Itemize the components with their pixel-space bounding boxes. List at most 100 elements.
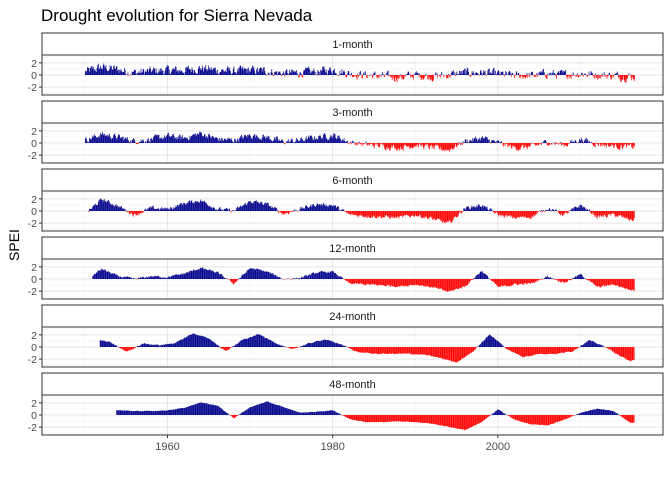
spei-bar xyxy=(516,415,517,421)
spei-bar xyxy=(116,345,118,347)
y-tick-label: 2 xyxy=(31,398,37,410)
spei-bar xyxy=(393,211,394,217)
spei-bar xyxy=(433,75,434,81)
spei-bar xyxy=(305,67,306,75)
spei-bar xyxy=(389,415,391,422)
spei-bar xyxy=(629,143,631,144)
spei-bar xyxy=(196,134,198,143)
spei-bar xyxy=(581,72,582,75)
spei-bar xyxy=(493,211,495,213)
spei-bar xyxy=(501,279,502,286)
spei-bar xyxy=(307,138,308,143)
spei-bar xyxy=(320,70,322,75)
spei-bar xyxy=(303,71,304,75)
spei-bar xyxy=(524,279,526,284)
spei-bar xyxy=(264,338,266,347)
spei-bar xyxy=(396,75,398,83)
spei-bar xyxy=(566,75,568,80)
spei-bar xyxy=(95,205,97,211)
spei-bar xyxy=(548,72,550,75)
spei-bar xyxy=(407,211,409,216)
spei-bar xyxy=(171,136,173,143)
spei-bar xyxy=(294,142,296,143)
spei-bar xyxy=(348,415,350,419)
spei-bar xyxy=(451,143,452,149)
spei-bar xyxy=(592,143,594,146)
spei-bar xyxy=(106,71,108,75)
spei-bar xyxy=(227,413,228,415)
spei-bar xyxy=(441,347,442,359)
spei-bar xyxy=(458,347,460,362)
spei-bar xyxy=(528,143,529,147)
spei-bar xyxy=(187,139,189,143)
spei-bar xyxy=(291,409,293,415)
spei-bar xyxy=(434,415,435,425)
spei-bar xyxy=(620,415,621,416)
spei-bar xyxy=(411,211,413,217)
spei-bar xyxy=(362,73,364,75)
spei-bar xyxy=(571,347,572,353)
spei-bar xyxy=(622,143,624,149)
spei-bar xyxy=(465,347,467,357)
spei-bar xyxy=(435,279,437,288)
spei-bar xyxy=(440,143,441,147)
spei-bar xyxy=(190,202,191,211)
spei-bar xyxy=(194,334,196,347)
spei-bar xyxy=(165,344,167,347)
spei-bar xyxy=(554,415,556,423)
spei-bar xyxy=(391,75,392,78)
spei-bar xyxy=(162,345,164,347)
spei-bar xyxy=(454,211,456,217)
spei-bar xyxy=(283,346,285,347)
spei-bar xyxy=(373,211,375,216)
spei-bar xyxy=(454,143,456,147)
spei-bar xyxy=(417,279,419,286)
spei-bar xyxy=(280,278,282,279)
spei-bar xyxy=(402,415,404,422)
spei-bar xyxy=(254,269,256,279)
spei-bar xyxy=(123,277,125,279)
spei-bar xyxy=(267,202,269,211)
spei-bar xyxy=(174,275,175,279)
spei-bar xyxy=(580,205,582,211)
spei-bar xyxy=(396,279,398,287)
spei-bar xyxy=(179,203,181,211)
spei-bar xyxy=(145,208,147,211)
spei-bar xyxy=(458,415,460,429)
spei-bar xyxy=(175,66,177,75)
spei-bar xyxy=(505,414,506,415)
spei-bar xyxy=(378,415,380,422)
spei-bar xyxy=(474,347,476,350)
spei-bar xyxy=(414,347,416,355)
spei-bar xyxy=(335,343,336,347)
spei-bar xyxy=(298,412,300,415)
spei-bar xyxy=(148,276,149,279)
spei-bar xyxy=(419,415,420,423)
spei-bar xyxy=(386,211,388,217)
spei-bar xyxy=(408,143,410,147)
spei-bar xyxy=(108,272,110,279)
spei-bar xyxy=(231,140,233,143)
spei-bar xyxy=(538,415,540,425)
spei-bar xyxy=(508,279,510,287)
spei-bar xyxy=(527,415,528,424)
spei-bar xyxy=(314,138,316,143)
spei-bar xyxy=(454,347,456,363)
spei-bar xyxy=(582,75,584,76)
spei-bar xyxy=(270,402,272,415)
spei-bar xyxy=(559,73,560,75)
spei-bar xyxy=(480,415,482,423)
spei-bar xyxy=(567,279,568,282)
spei-bar xyxy=(226,72,227,75)
spei-bar xyxy=(366,347,367,353)
spei-bar xyxy=(368,347,369,353)
spei-bar xyxy=(546,210,548,211)
spei-bar xyxy=(511,211,513,217)
spei-bar xyxy=(497,70,499,75)
spei-bar xyxy=(240,135,242,143)
spei-bar xyxy=(130,74,132,75)
spei-bar xyxy=(320,340,322,347)
y-tick-label: 2 xyxy=(31,330,37,342)
spei-bar xyxy=(170,276,172,279)
spei-bar xyxy=(612,75,614,78)
